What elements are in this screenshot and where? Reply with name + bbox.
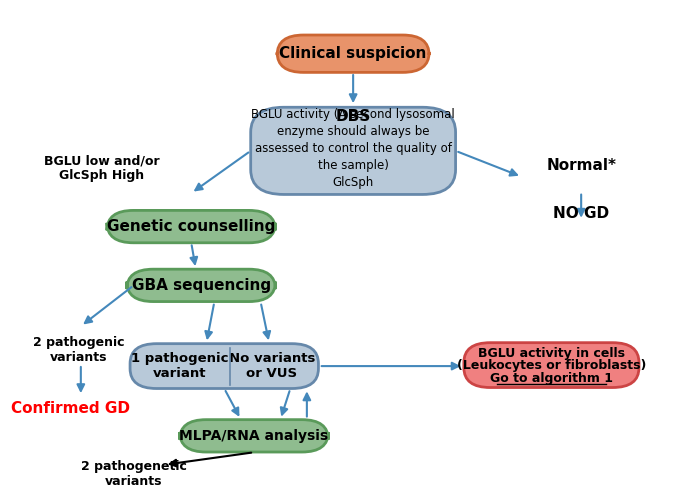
Text: MLPA/RNA analysis: MLPA/RNA analysis xyxy=(179,429,329,443)
Text: BGLU low and/or
GlcSph High: BGLU low and/or GlcSph High xyxy=(44,154,160,182)
Text: Normal*: Normal* xyxy=(546,158,616,173)
Text: Go to algorithm 1: Go to algorithm 1 xyxy=(490,372,613,385)
Text: NO GD: NO GD xyxy=(553,205,609,220)
Text: BGLU activity in cells: BGLU activity in cells xyxy=(478,347,625,360)
FancyBboxPatch shape xyxy=(127,269,275,302)
Text: Confirmed GD: Confirmed GD xyxy=(11,401,129,416)
Text: Genetic counselling: Genetic counselling xyxy=(107,219,275,234)
FancyBboxPatch shape xyxy=(464,343,639,387)
FancyBboxPatch shape xyxy=(277,35,429,72)
FancyBboxPatch shape xyxy=(107,210,275,243)
Text: 2 pathogenetic
variants: 2 pathogenetic variants xyxy=(81,460,186,487)
Text: 2 pathogenic
variants: 2 pathogenic variants xyxy=(33,336,125,364)
FancyBboxPatch shape xyxy=(179,420,328,452)
Text: GBA sequencing: GBA sequencing xyxy=(132,278,271,293)
FancyBboxPatch shape xyxy=(251,107,456,194)
Text: BGLU activity (A second lysosomal
enzyme should always be
assessed to control th: BGLU activity (A second lysosomal enzyme… xyxy=(251,108,455,189)
Text: 1 pathogenic
variant: 1 pathogenic variant xyxy=(131,352,228,380)
Text: (Leukocytes or fibroblasts): (Leukocytes or fibroblasts) xyxy=(457,359,646,372)
Text: DBS: DBS xyxy=(336,110,371,124)
Text: Clinical suspicion: Clinical suspicion xyxy=(279,46,427,61)
FancyBboxPatch shape xyxy=(130,344,319,388)
Text: No variants
or VUS: No variants or VUS xyxy=(229,352,315,380)
